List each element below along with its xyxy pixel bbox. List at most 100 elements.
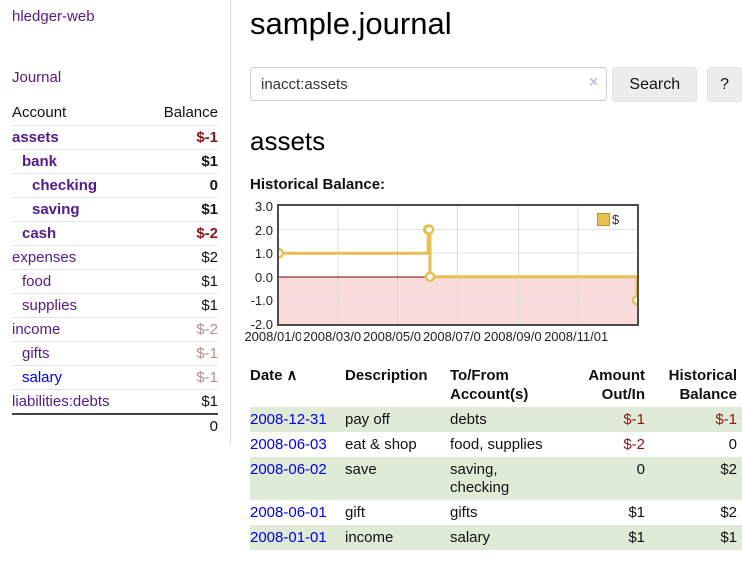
account-balance: $1: [201, 393, 218, 410]
account-row: salary $-1: [12, 365, 218, 389]
page-title: sample.journal: [250, 6, 452, 41]
transaction-row: 2008-12-31 pay off debts $-1 $-1: [250, 407, 742, 432]
account-link-salary[interactable]: salary: [22, 369, 63, 386]
account-row: saving $1: [12, 197, 218, 221]
brand-link[interactable]: hledger-web: [12, 8, 95, 25]
chart-plot-area: [273, 204, 643, 326]
transaction-date-cell: 2008-12-31: [250, 407, 345, 432]
transaction-balance: $-1: [715, 411, 737, 428]
help-button[interactable]: ?: [707, 67, 742, 102]
account-link-supplies[interactable]: supplies: [22, 297, 78, 314]
search-bar: × Search ?: [250, 67, 742, 102]
account-row: expenses $2: [12, 245, 218, 269]
account-row: supplies $1: [12, 293, 218, 317]
y-axis-tick: 1.0: [254, 246, 273, 262]
transaction-row: 2008-06-02 save saving, checking 0 $2: [250, 457, 742, 500]
transaction-date-cell: 2008-06-02: [250, 457, 345, 500]
y-axis-tick: -1.0: [250, 293, 273, 309]
account-row: liabilities:debts $1: [12, 389, 218, 413]
account-link-gifts[interactable]: gifts: [22, 345, 50, 362]
account-link-food[interactable]: food: [22, 273, 52, 290]
transaction-date-link[interactable]: 2008-12-31: [250, 411, 327, 428]
transaction-balance: $1: [720, 529, 737, 546]
account-balance: $-1: [196, 129, 218, 146]
chart-legend: $: [597, 212, 619, 227]
transaction-date-link[interactable]: 2008-01-01: [250, 529, 327, 546]
account-balance: $1: [201, 153, 218, 170]
account-link-liabilities-debts[interactable]: liabilities:debts: [12, 393, 110, 410]
account-balance: $-2: [196, 225, 218, 242]
account-row: income $-2: [12, 317, 218, 341]
transaction-description: gift: [345, 504, 366, 521]
chart-title: Historical Balance:: [250, 176, 386, 193]
account-balance: $1: [201, 297, 218, 314]
nav-journal-link[interactable]: Journal: [12, 69, 62, 86]
transaction-amount: $-1: [623, 411, 645, 428]
account-row: assets $-1: [12, 125, 218, 149]
account-link-saving[interactable]: saving: [32, 201, 80, 218]
y-axis-tick: -2.0: [250, 317, 273, 332]
search-input[interactable]: [250, 67, 608, 101]
col-header-amount: Amount Out/In: [588, 367, 645, 403]
account-link-income[interactable]: income: [12, 321, 61, 338]
account-balance: $-1: [196, 369, 218, 386]
account-row: food $1: [12, 269, 218, 293]
col-header-date[interactable]: Date ∧: [250, 367, 298, 384]
sort-asc-icon: ∧: [286, 367, 298, 384]
transaction-accounts: food, supplies: [450, 436, 543, 453]
account-link-expenses[interactable]: expenses: [12, 249, 77, 266]
transaction-date-link[interactable]: 2008-06-01: [250, 504, 327, 521]
accounts-total-row: 0: [12, 413, 218, 438]
y-axis-tick: 2.0: [254, 222, 273, 238]
transaction-description: eat & shop: [345, 436, 417, 453]
x-axis-tick: 2008/11/01: [541, 329, 612, 344]
account-link-assets[interactable]: assets: [12, 129, 59, 146]
x-axis-tick: 2008/09/01: [481, 329, 552, 344]
account-row: checking 0: [12, 173, 218, 197]
x-axis-tick: 2008/01/01: [242, 329, 312, 344]
account-balance: $-1: [196, 345, 218, 362]
y-axis-tick: 0.0: [254, 269, 273, 285]
account-balance: $1: [201, 273, 218, 290]
transaction-accounts: debts: [450, 411, 487, 428]
transaction-balance: 0: [728, 436, 737, 453]
transaction-date-cell: 2008-01-01: [250, 525, 345, 550]
main-content: sample.journal × Search ? assets Histori…: [242, 0, 742, 550]
account-link-bank[interactable]: bank: [22, 153, 58, 170]
sidebar: hledger-web Journal Account Balance asse…: [0, 0, 231, 445]
transactions-body: 2008-12-31 pay off debts $-1 $-1 2008-06-03 ea…: [250, 407, 742, 550]
transaction-balance: $2: [720, 504, 737, 521]
transaction-date-cell: 2008-06-03: [250, 432, 345, 457]
transaction-amount: 0: [636, 461, 645, 478]
x-axis-tick: 2008/07/01: [420, 329, 491, 344]
account-balance: $1: [201, 201, 218, 218]
transactions-table: Date ∧ Description To/From Account(s) Amou…: [250, 362, 742, 550]
transaction-date-link[interactable]: 2008-06-03: [250, 436, 327, 453]
transaction-description: income: [345, 529, 394, 546]
transaction-amount: $1: [628, 529, 645, 546]
search-box: ×: [250, 67, 608, 101]
search-button[interactable]: Search: [612, 67, 698, 102]
x-axis-tick: 2008/03/01: [300, 329, 371, 344]
transaction-date-link[interactable]: 2008-06-02: [250, 461, 327, 478]
col-header-balance: Historical Balance: [668, 367, 737, 403]
accounts-header-balance: Balance: [163, 104, 218, 121]
historical-balance-chart: 3.0 2.0 1.0 0.0 -1.0 -2.0 2008/01/01 2008/03/01…: [242, 199, 742, 346]
account-row: cash $-2: [12, 221, 218, 245]
accounts-list: assets $-1 bank $1 checking 0 saving $1 cash $-2 e…: [12, 125, 218, 413]
col-header-accounts: To/From Account(s): [450, 367, 529, 403]
transaction-amount: $1: [628, 504, 645, 521]
transaction-description: save: [345, 461, 377, 478]
accounts-total-value: 0: [209, 418, 218, 435]
accounts-table-header: Account Balance: [12, 100, 218, 125]
accounts-header-account: Account: [12, 104, 67, 121]
y-axis-tick: 3.0: [254, 199, 273, 214]
transaction-accounts: gifts: [450, 504, 478, 521]
account-link-cash[interactable]: cash: [22, 225, 57, 242]
transactions-header-row: Date ∧ Description To/From Account(s) Amou…: [250, 362, 742, 407]
account-link-checking[interactable]: checking: [32, 177, 98, 194]
legend-swatch-icon: [597, 213, 610, 226]
transaction-accounts: salary: [450, 529, 491, 546]
clear-search-icon[interactable]: ×: [589, 74, 599, 91]
transaction-amount: $-2: [623, 436, 645, 453]
